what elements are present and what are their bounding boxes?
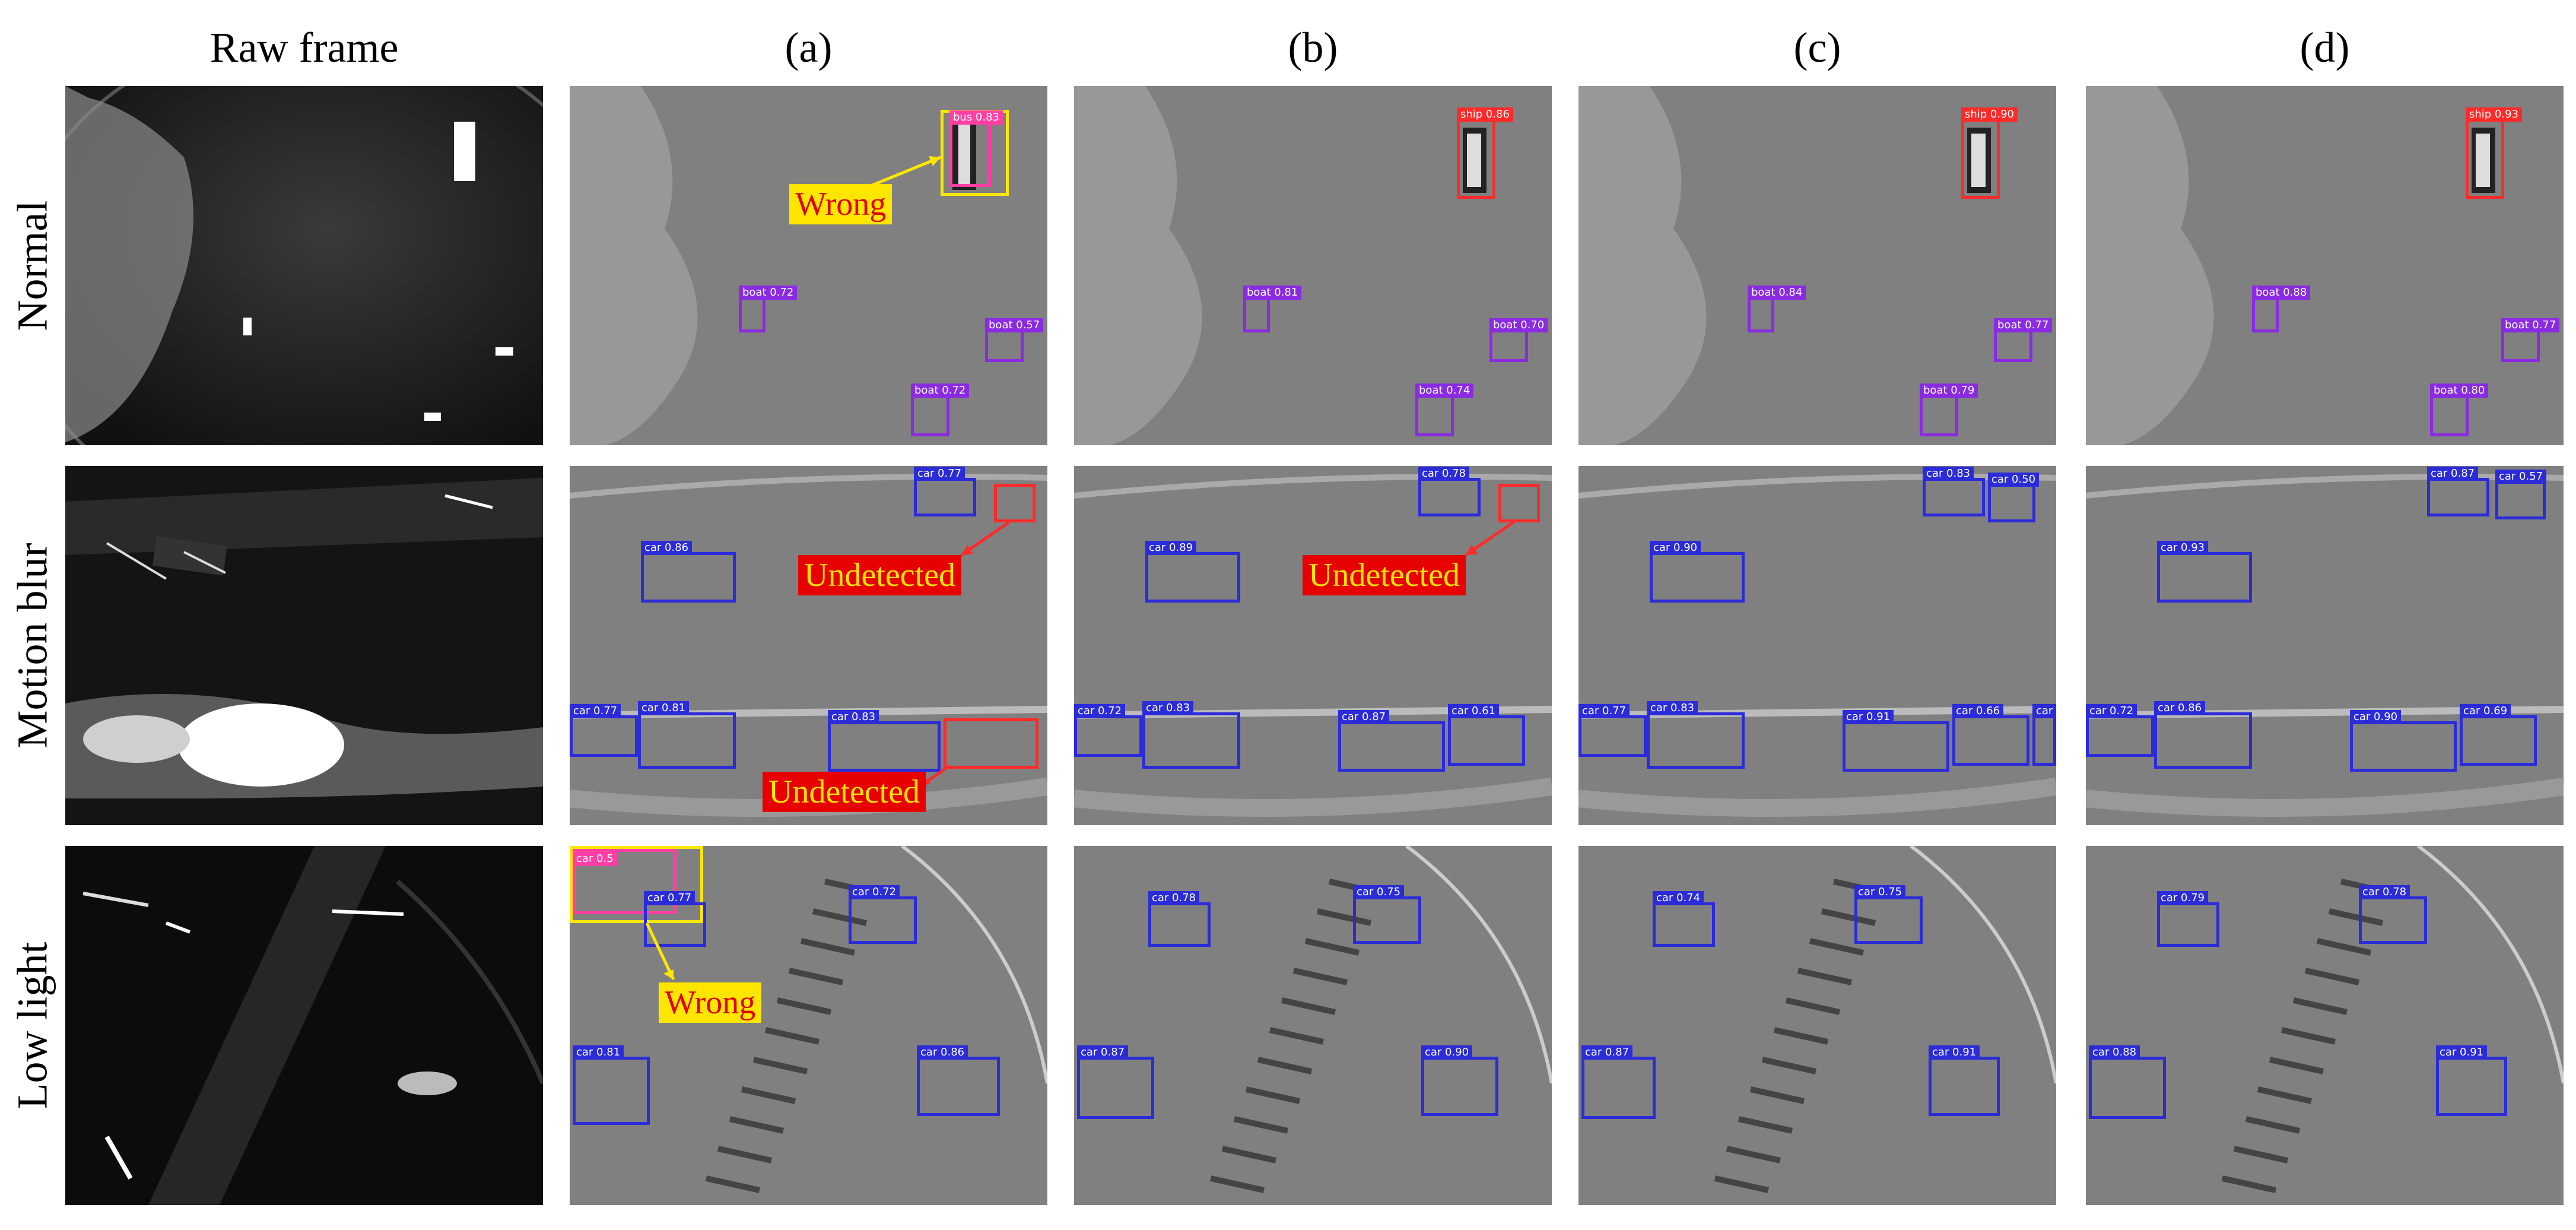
detection-box: ship 0.93 (2466, 107, 2523, 199)
detection-box: boat 0.72 (911, 383, 970, 436)
wrong-callout: Wrong (789, 184, 892, 224)
missed-box (994, 484, 1036, 522)
event-frame-normal-b: ship 0.86 boat 0.81 boat 0.70 boat 0.74 (1074, 86, 1552, 445)
raw-frame-normal (65, 86, 543, 445)
detection-box: car 0.87 (1077, 1045, 1154, 1119)
detection-box: car 0.57 (2495, 470, 2547, 519)
detection-box: bus 0.83 (949, 110, 1003, 187)
detection-box: car 0.86 (2154, 701, 2252, 769)
detection-box: car 0.91 (1843, 710, 1949, 772)
event-frame-normal-d: ship 0.93 boat 0.88 boat 0.77 boat 0.80 (2086, 86, 2564, 445)
col-header-b: (b) (1288, 23, 1338, 71)
detection-box: car 0.91 (2436, 1045, 2507, 1116)
detection-box: car 0.87 (2427, 467, 2489, 516)
detection-box: car 0.90 (1421, 1045, 1498, 1116)
detection-box: car 0.66 (1952, 704, 2029, 766)
detection-box: car 0.77 (644, 891, 706, 947)
detection-box: car 0.90 (2350, 710, 2457, 772)
wrong-box (570, 846, 703, 923)
wrong-callout: Wrong (659, 982, 762, 1023)
detection-box: car 0.77 (914, 467, 976, 516)
detection-box: car 0.83 (1923, 467, 1985, 516)
detection-box: car 0.86 (917, 1045, 1000, 1116)
detection-box: boat 0.80 (2430, 383, 2489, 436)
detection-box: car 0.72 (849, 885, 917, 944)
detection-box: car 0.50 (1988, 473, 2040, 522)
undetected-callout: Undetected (1303, 555, 1466, 595)
detection-box: car 0.83 (828, 710, 941, 772)
row-header-low-light: Low light (8, 941, 56, 1109)
detection-box: car 0.72 (2086, 704, 2154, 757)
detection-box: boat 0.88 (2252, 286, 2311, 332)
missed-box (944, 718, 1038, 769)
detection-box: car 0.83 (1647, 701, 1745, 769)
detection-box: car 0.69 (2460, 704, 2537, 766)
detection-box: car 0.81 (638, 701, 736, 769)
raw-frame-low-light (65, 846, 543, 1205)
detection-box: car 0.89 (1145, 541, 1240, 603)
detection-box: car 0.77 (1578, 704, 1647, 757)
detection-box: boat 0.77 (1994, 318, 2053, 362)
detection-box: boat 0.70 (1489, 318, 1548, 362)
detection-box: car 0.75 (1854, 885, 1923, 944)
detection-box: car 0.87 (1338, 710, 1445, 772)
event-frame-motion-blur-d: car 0.87 car 0.57 car 0.93 car 0.72 car … (2086, 466, 2564, 825)
detection-box: car 0.79 (2157, 891, 2219, 947)
col-header-d: (d) (2299, 23, 2350, 71)
detection-box: car 0.87 (1581, 1045, 1656, 1119)
detection-box: car 0.91 (1929, 1045, 2000, 1116)
col-header-a: (a) (784, 23, 833, 71)
detection-box: car 0.74 (1653, 891, 1715, 947)
detection-box: car 0.90 (1650, 541, 1745, 603)
event-frame-motion-blur-c: car 0.83 car 0.50 car 0.90 car 0.77 car … (1578, 466, 2056, 825)
raw-frame-motion-blur (65, 466, 543, 825)
detection-box: car 0.72 (1074, 704, 1142, 757)
detection-box: car 0.83 (1142, 701, 1240, 769)
detection-box: car 0.78 (2359, 885, 2427, 944)
missed-box (1498, 484, 1540, 522)
detection-box: car 0.6 (2032, 704, 2056, 766)
detection-box: car 0.86 (641, 541, 736, 603)
event-frame-low-light-b: car 0.78 car 0.75 car 0.87 car 0.90 (1074, 846, 1552, 1205)
event-frame-low-light-a: car 0.5 car 0.77 car 0.72 Wrong car 0.81… (570, 846, 1047, 1205)
event-frame-low-light-d: car 0.79 car 0.78 car 0.88 car 0.91 (2086, 846, 2564, 1205)
detection-box: boat 0.57 (985, 318, 1044, 362)
detection-box: car 0.88 (2089, 1045, 2166, 1119)
detection-box: car 0.93 (2157, 541, 2252, 603)
detection-box: boat 0.84 (1748, 286, 1806, 332)
col-header-raw-frame: Raw frame (209, 23, 399, 71)
event-frame-motion-blur-b: car 0.78 Undetected car 0.89 car 0.72 ca… (1074, 466, 1552, 825)
event-frame-motion-blur-a: car 0.77 Undetected car 0.86 car 0.77 ca… (570, 466, 1047, 825)
detection-box: car 0.78 (1418, 467, 1481, 516)
detection-box: ship 0.86 (1457, 107, 1514, 199)
detection-box: car 0.78 (1148, 891, 1211, 947)
undetected-callout: Undetected (798, 555, 961, 595)
detection-box: boat 0.77 (2501, 318, 2560, 362)
detection-box: car 0.5 (573, 849, 676, 914)
event-frame-normal-c: ship 0.90 boat 0.84 boat 0.77 boat 0.79 (1578, 86, 2056, 445)
event-frame-normal-a: bus 0.83 Wrong boat 0.72 boat 0.57 boat … (570, 86, 1047, 445)
detection-box: boat 0.79 (1920, 383, 1978, 436)
detection-box: car 0.61 (1448, 704, 1525, 766)
row-header-normal: Normal (8, 200, 56, 331)
detection-box: car 0.81 (573, 1045, 650, 1125)
detection-box: ship 0.90 (1961, 107, 2018, 199)
event-frame-low-light-c: car 0.74 car 0.75 car 0.87 car 0.91 (1578, 846, 2056, 1205)
detection-box: boat 0.72 (739, 286, 798, 332)
undetected-callout: Undetected (763, 772, 926, 812)
detection-box: boat 0.74 (1415, 383, 1474, 436)
detection-box: boat 0.81 (1243, 286, 1302, 332)
col-header-c: (c) (1793, 23, 1841, 71)
detection-box: car 0.77 (570, 704, 638, 757)
row-header-motion-blur: Motion blur (8, 543, 56, 749)
detection-box: car 0.75 (1353, 885, 1421, 944)
